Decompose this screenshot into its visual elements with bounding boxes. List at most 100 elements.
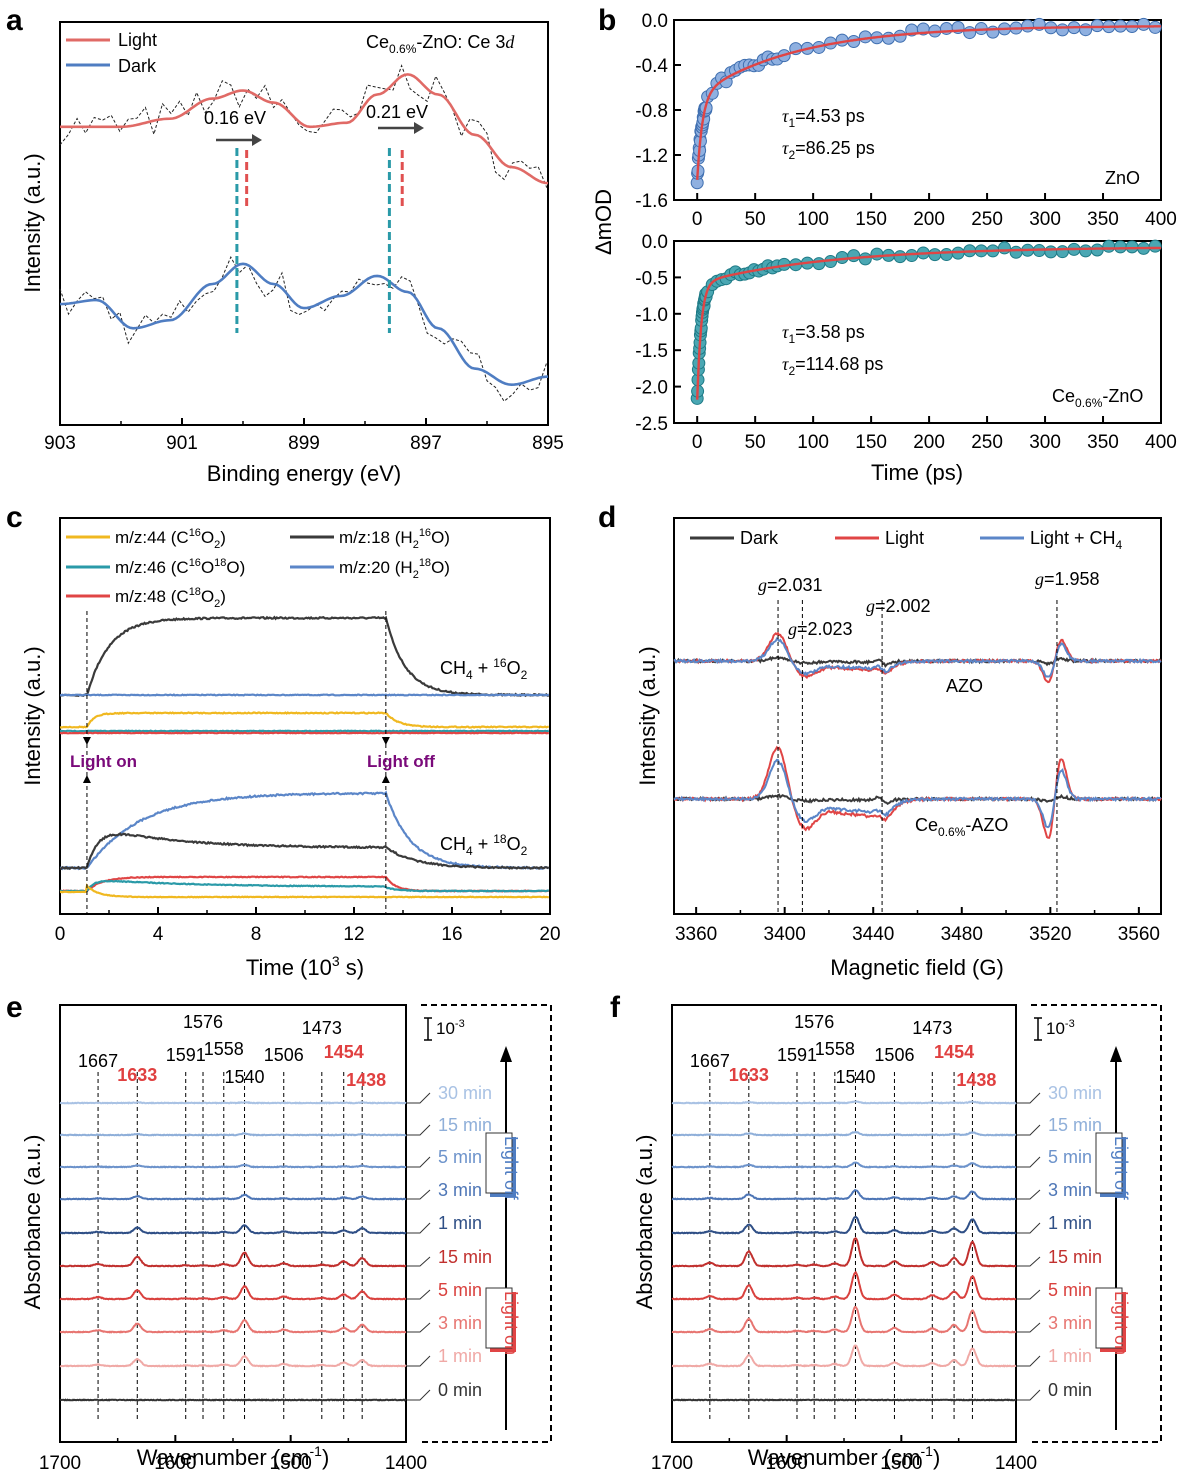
c-tick-label-2: 8 — [251, 924, 262, 945]
b-top-x-tick-label-0: 0 — [692, 209, 703, 230]
b-bot-tau2-symbol: τ — [782, 354, 789, 374]
c-tick-label-3: 12 — [343, 924, 364, 945]
b-top-data-point-48 — [882, 31, 896, 45]
c-tick-label-1: 4 — [153, 924, 164, 945]
b-bot-sample-sub: 0.6% — [1075, 396, 1103, 410]
d-g3-symbol: g — [866, 596, 875, 616]
a-tick-label-2: 899 — [288, 433, 320, 454]
e-time-label-8: 1 min — [438, 1346, 482, 1366]
panel-a-title-italic: d — [505, 32, 515, 52]
panel-c-xticks: 0 4 8 12 16 20 — [55, 907, 561, 945]
b-bot-sample-suffix: -ZnO — [1102, 386, 1143, 406]
e-time-label-6: 5 min — [438, 1280, 482, 1300]
e-trace-1 — [59, 1132, 407, 1137]
b-bot-sample-prefix: Ce — [1052, 386, 1075, 406]
f-tick-label-1: 1600 — [766, 1453, 808, 1474]
light-fit-line — [60, 73, 549, 185]
panel-b-ylabel: ΔmOD — [591, 189, 616, 255]
d-tick-label-1: 3400 — [764, 924, 806, 945]
b-bot-data-point-49 — [893, 250, 907, 264]
c-legend-44-sub: 2 — [214, 539, 220, 551]
panel-f-xlabel: Wavenumber (cm-1) — [748, 1443, 941, 1470]
f-trace-6 — [671, 1270, 1017, 1301]
f-trace-5 — [671, 1237, 1017, 1268]
c-legend-18-sub: 2 — [413, 539, 419, 551]
b-top-ytick-label-1: -0.4 — [635, 56, 668, 77]
c-legend-46-mid: O — [201, 558, 214, 577]
c-top-mz44-line — [59, 711, 549, 729]
panel-b: b 0 50 100 150 200 250 300 350 400 0 50 100 150 200 25… — [591, 4, 1177, 485]
e-time-label-0: 30 min — [438, 1083, 492, 1103]
e-trace-0 — [59, 1100, 407, 1105]
e-scale-label-base: 10 — [436, 1019, 455, 1038]
f-trace-1 — [671, 1130, 1017, 1137]
c-arrow-up-0 — [82, 775, 91, 783]
b-bot-ytick-label-1: -0.5 — [635, 268, 668, 289]
e-trace-7 — [59, 1319, 407, 1334]
shift-arrow-1-head — [252, 134, 262, 146]
b-top-ytick-label-0: 0.0 — [642, 11, 668, 32]
f-time-arrow-head — [1110, 1046, 1122, 1062]
panel-f-letter: f — [610, 991, 621, 1024]
e-trace-8 — [59, 1354, 407, 1368]
e-time-label-9: 0 min — [438, 1380, 482, 1400]
b-bot-ytick-label-0: 0.0 — [642, 232, 668, 253]
f-peak-label-1667: 1667 — [690, 1051, 730, 1071]
c-top-mz46-line — [59, 729, 550, 733]
panel-a-title: Ce0.6%-ZnO: Ce 3d — [366, 32, 515, 56]
b-bot-data-point-45 — [847, 249, 861, 263]
c-top-mz48-line — [59, 731, 549, 735]
f-time-label-8: 1 min — [1048, 1346, 1092, 1366]
f-scale-label-sup: -3 — [1065, 1018, 1075, 1030]
f-leader-5 — [1017, 1256, 1041, 1267]
e-scale-label-sup: -3 — [455, 1018, 465, 1030]
f-xlabel-sup: -1 — [921, 1443, 934, 1459]
panel-b-letter: b — [598, 4, 616, 37]
e-tick-label-1: 1600 — [154, 1453, 196, 1474]
f-light-off-text: Light off — [1111, 1136, 1131, 1201]
d-g3-value: =2.002 — [875, 596, 931, 616]
c-legend-44: m/z:44 (C16O2) — [115, 527, 226, 551]
c-bot-mz44-line — [59, 883, 549, 899]
f-peak-label-1633: 1633 — [729, 1065, 769, 1085]
e-leader-6 — [407, 1289, 431, 1300]
b-bot-data-point-67 — [1102, 239, 1116, 253]
f-time-label-7: 3 min — [1048, 1313, 1092, 1333]
b-top-tau2-sub: 2 — [788, 148, 795, 162]
d-legend-dark: Dark — [740, 528, 779, 548]
c-legend-46-sup2: 18 — [214, 557, 226, 569]
b-bot-data-point-71 — [1148, 239, 1162, 253]
e-leader-5 — [407, 1256, 431, 1267]
f-leader-4 — [1017, 1222, 1041, 1234]
b-top-data-point-60 — [1021, 19, 1035, 33]
e-leader-0 — [407, 1092, 431, 1104]
d-tick-label-3: 3480 — [941, 924, 983, 945]
c-light-off-label: Light off — [367, 752, 435, 771]
f-trace-2 — [671, 1161, 1016, 1169]
c-xlabel-pre: Time (10 — [246, 955, 332, 980]
b-bot-tau2: τ2=114.68 ps — [782, 354, 883, 378]
panel-c-ylabel: Intensity (a.u.) — [20, 646, 45, 785]
f-leader-0 — [1017, 1092, 1041, 1104]
f-light-off-tab — [1095, 1132, 1123, 1194]
panel-a: a Light Dark Ce0.6%-ZnO: Ce 3d 0.16 eV 0… — [6, 4, 564, 486]
panel-a-xticks: 903 901 899 897 895 — [44, 418, 564, 454]
d-g4: g=1.958 — [1035, 569, 1100, 589]
b-bot-x-tick-label-7: 350 — [1087, 432, 1119, 453]
f-peak-label-1438: 1438 — [956, 1070, 996, 1090]
e-leader-3 — [407, 1189, 431, 1200]
f-peak-label-1540: 1540 — [835, 1067, 875, 1087]
panel-f-xticks: 1700 1600 1500 1400 — [651, 1435, 1037, 1474]
d-legend-lightch4-sub: 4 — [1116, 538, 1123, 552]
c-legend-18-sup: 16 — [419, 527, 431, 539]
e-light-on-tab — [485, 1287, 513, 1349]
e-time-label-7: 3 min — [438, 1313, 482, 1333]
shift-label-2: 0.21 eV — [366, 102, 428, 122]
e-trace-9 — [59, 1398, 407, 1402]
f-time-label-4: 1 min — [1048, 1213, 1092, 1233]
f-time-label-9: 0 min — [1048, 1380, 1092, 1400]
f-time-label-0: 30 min — [1048, 1083, 1102, 1103]
f-trace-0 — [671, 1100, 1017, 1105]
b-bot-x-tick-label-6: 300 — [1029, 432, 1061, 453]
